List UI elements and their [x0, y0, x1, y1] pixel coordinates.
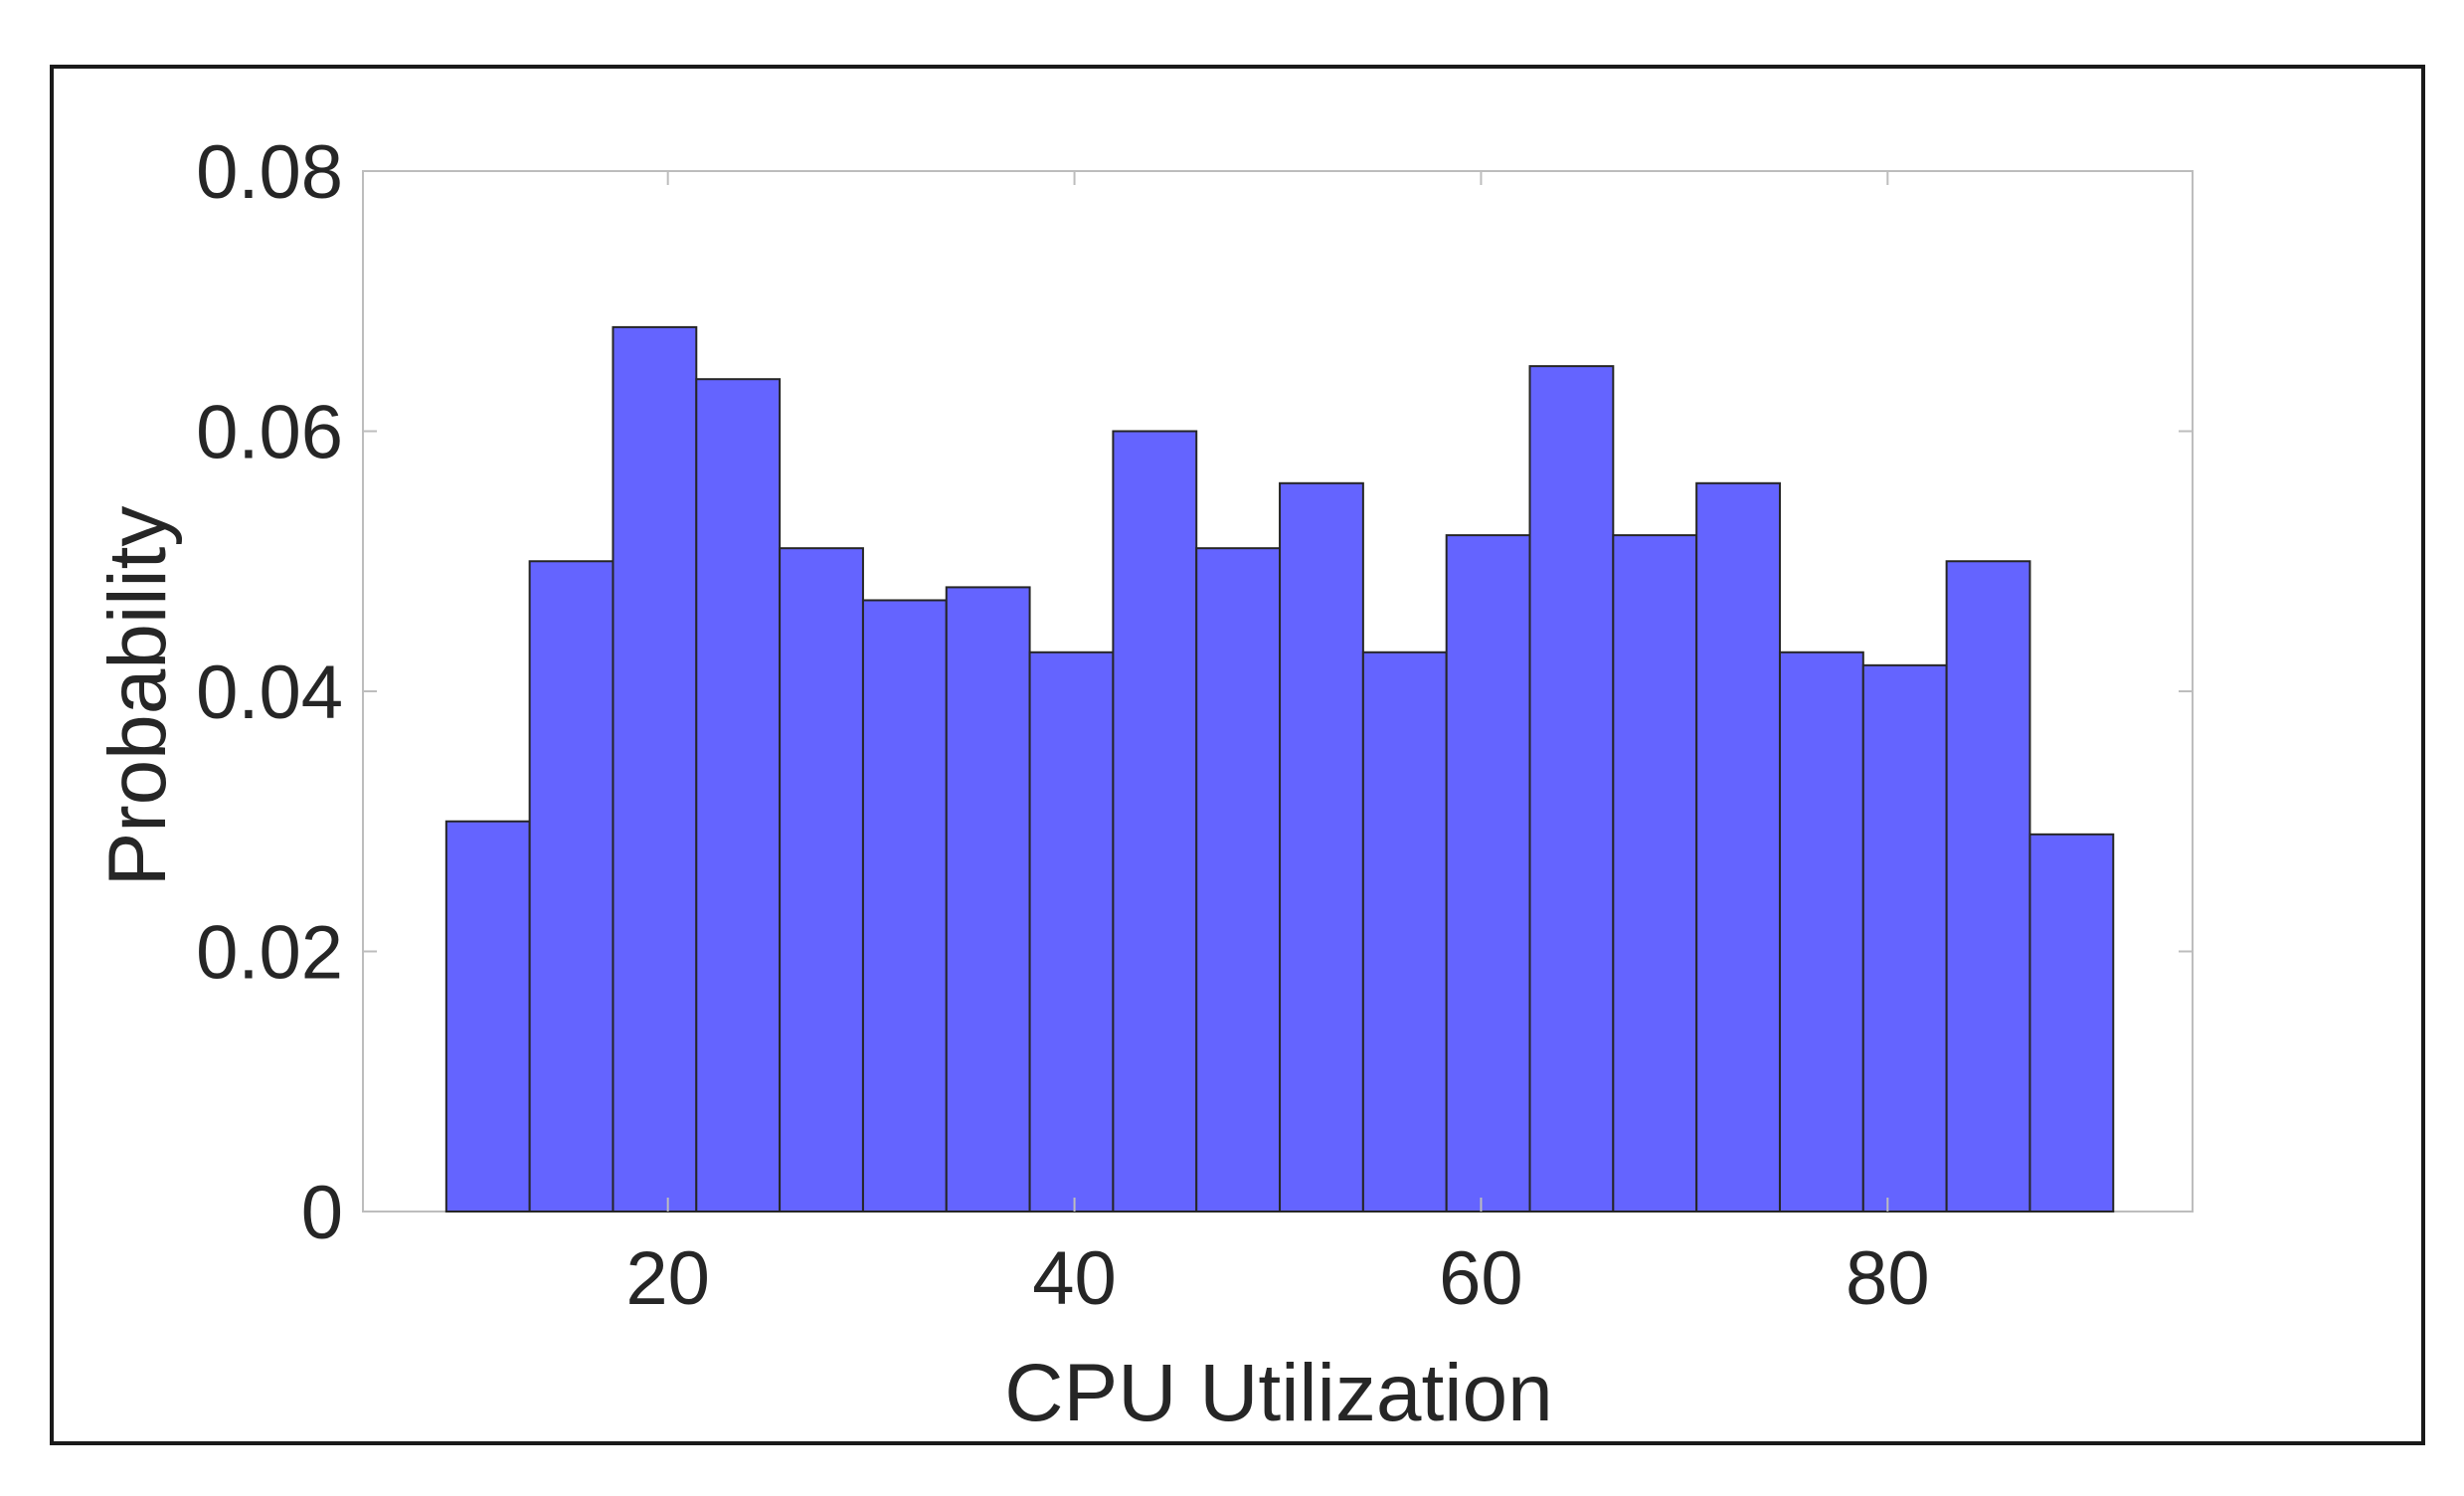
- histogram-bar: [1612, 534, 1698, 1213]
- histogram-bar: [1445, 534, 1531, 1213]
- histogram-bar: [1861, 663, 1948, 1213]
- histogram-bar: [779, 547, 864, 1213]
- histogram-bar: [1945, 560, 2031, 1213]
- histogram-bar: [945, 586, 1031, 1213]
- x-tick-label: 80: [1846, 1236, 1930, 1321]
- histogram-bar: [1112, 430, 1198, 1213]
- histogram-bar: [861, 599, 948, 1213]
- histogram-bar: [1528, 365, 1615, 1213]
- histogram-bar: [612, 325, 698, 1213]
- y-tick-label: 0.08: [196, 130, 343, 215]
- y-tick-label: 0.06: [196, 391, 343, 475]
- y-tick-label: 0.04: [196, 651, 343, 735]
- histogram-bar: [528, 560, 615, 1213]
- histogram-bar: [1778, 651, 1864, 1213]
- histogram-bar: [1028, 651, 1115, 1213]
- x-tick-label: 40: [1032, 1236, 1117, 1321]
- x-axis-label: CPU Utilization: [1004, 1348, 1552, 1438]
- y-tick-label: 0: [301, 1171, 343, 1255]
- histogram-bar: [444, 820, 531, 1213]
- histogram-bar: [695, 378, 782, 1213]
- histogram-bar: [1361, 651, 1448, 1213]
- histogram-bar: [2028, 833, 2115, 1213]
- y-axis-label: Probability: [92, 506, 183, 887]
- y-tick-label: 0.02: [196, 911, 343, 996]
- histogram-bar: [1279, 481, 1364, 1213]
- x-tick-label: 20: [625, 1236, 710, 1321]
- ticks: 20 40 60 80 0 0.02 0.04 0.06 0.08: [196, 130, 2193, 1321]
- bars: [444, 325, 2115, 1213]
- histogram-bar: [1695, 481, 1781, 1213]
- histogram-bar: [1195, 547, 1282, 1213]
- x-tick-label: 60: [1439, 1236, 1523, 1321]
